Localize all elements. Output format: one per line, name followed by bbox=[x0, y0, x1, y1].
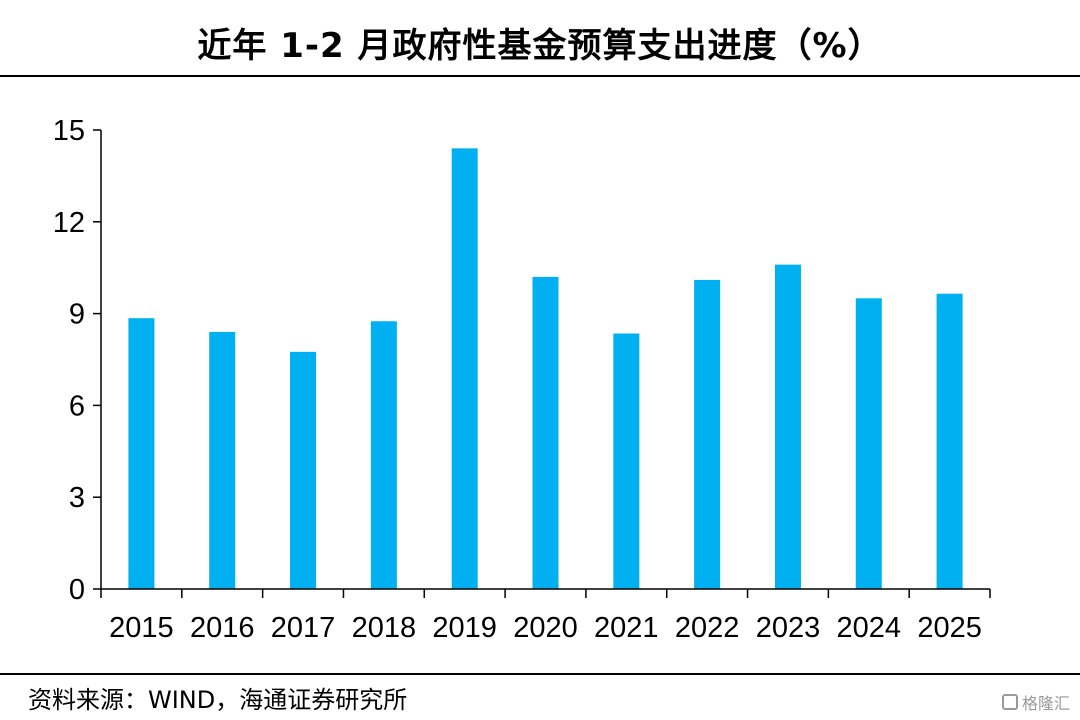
x-tick-label-2019: 2019 bbox=[432, 612, 497, 644]
bar-2020 bbox=[532, 276, 559, 589]
x-tick-label-2016: 2016 bbox=[190, 612, 255, 644]
bars-group bbox=[128, 148, 963, 590]
bar-2015 bbox=[128, 318, 155, 589]
y-tick-label-0: 0 bbox=[69, 574, 85, 606]
y-tick-label-6: 6 bbox=[69, 390, 85, 422]
bar-2023 bbox=[774, 264, 801, 589]
bar-2021 bbox=[613, 333, 640, 589]
source-note: 资料来源：WIND，海通证券研究所 bbox=[28, 686, 408, 714]
x-tick-label-2024: 2024 bbox=[837, 612, 902, 644]
chart-title: 近年 1-2 月政府性基金预算支出进度（%） bbox=[197, 26, 883, 66]
watermark-text: 格隆汇 bbox=[1021, 694, 1070, 713]
watermark-logo-icon bbox=[1001, 694, 1018, 710]
bar-2024 bbox=[855, 298, 882, 589]
x-tick-label-2017: 2017 bbox=[271, 612, 336, 644]
bar-chart: 0 3 6 9 12 15 2015 2016 2017 2018 2019 2020 2021 2022… bbox=[53, 115, 991, 644]
x-tick-label-2025: 2025 bbox=[917, 612, 982, 644]
axes-group bbox=[93, 129, 991, 598]
x-tick-label-2015: 2015 bbox=[109, 612, 174, 644]
y-tick-label-3: 3 bbox=[69, 482, 85, 514]
bar-2018 bbox=[370, 321, 397, 589]
y-tick-label-15: 15 bbox=[53, 115, 85, 147]
footer-divider bbox=[0, 673, 1080, 675]
title-divider bbox=[0, 75, 1080, 77]
x-tick-label-2022: 2022 bbox=[675, 612, 740, 644]
x-tick-label-2018: 2018 bbox=[352, 612, 417, 644]
y-tick-label-9: 9 bbox=[69, 299, 85, 331]
bar-2019 bbox=[451, 148, 478, 590]
x-tick-label-2020: 2020 bbox=[513, 612, 578, 644]
watermark: 格隆汇 bbox=[1001, 690, 1070, 714]
bar-2025 bbox=[936, 293, 963, 589]
x-tick-label-2021: 2021 bbox=[594, 612, 659, 644]
bar-2016 bbox=[209, 331, 236, 589]
bar-2022 bbox=[694, 279, 721, 589]
y-tick-label-12: 12 bbox=[53, 207, 85, 239]
bar-2017 bbox=[290, 351, 317, 589]
x-tick-label-2023: 2023 bbox=[756, 612, 821, 644]
labels-group: 0 3 6 9 12 15 2015 2016 2017 2018 2019 2020 2021 2022… bbox=[53, 115, 982, 644]
